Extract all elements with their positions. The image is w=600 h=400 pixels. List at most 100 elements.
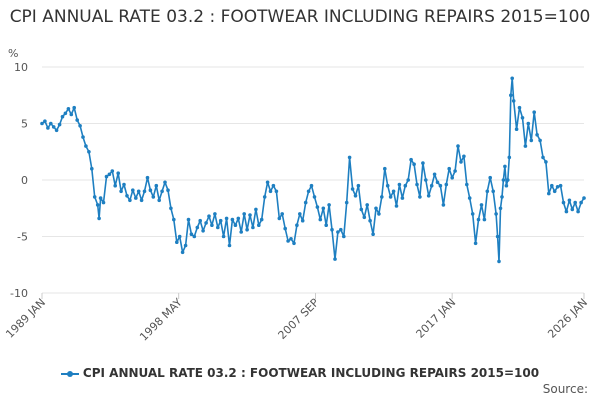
data-point[interactable] [339,227,343,232]
data-point[interactable] [125,194,129,198]
data-point[interactable] [95,203,100,207]
data-point[interactable] [450,175,455,180]
data-point[interactable] [300,218,305,223]
data-point[interactable] [254,207,258,212]
data-point[interactable] [394,204,399,208]
data-point[interactable] [538,138,542,143]
data-point[interactable] [476,217,481,222]
data-point[interactable] [506,178,510,182]
data-point[interactable] [467,196,472,200]
data-point[interactable] [324,223,329,227]
data-point[interactable] [43,119,47,123]
data-point[interactable] [283,226,288,231]
data-point[interactable] [207,214,211,218]
data-point[interactable] [227,243,232,248]
data-point[interactable] [110,169,115,173]
data-point[interactable] [177,234,182,239]
data-point[interactable] [78,124,82,128]
data-point[interactable] [365,203,370,207]
data-point[interactable] [54,128,59,133]
data-point[interactable] [280,212,285,216]
data-point[interactable] [470,212,475,216]
data-point[interactable] [362,215,367,220]
data-point[interactable] [166,188,170,192]
data-point[interactable] [160,189,164,194]
data-point[interactable] [485,189,490,194]
data-point[interactable] [75,118,79,122]
chart-legend[interactable]: CPI ANNUAL RATE 03.2 : FOOTWEAR INCLUDIN… [0,366,600,380]
data-point[interactable] [368,218,372,223]
data-point[interactable] [274,189,279,194]
data-point[interactable] [136,189,141,194]
data-point[interactable] [218,218,223,223]
data-point[interactable] [488,175,493,180]
data-point[interactable] [510,76,514,81]
data-point[interactable] [265,180,270,185]
data-point[interactable] [119,189,123,194]
data-point[interactable] [330,227,334,232]
data-point[interactable] [561,200,566,205]
data-point[interactable] [523,144,528,148]
data-point[interactable] [192,234,197,239]
data-point[interactable] [277,216,282,221]
data-point[interactable] [321,206,326,211]
data-point[interactable] [315,205,320,209]
data-point[interactable] [84,144,88,148]
data-point[interactable] [432,172,437,177]
data-point[interactable] [262,195,267,199]
data-point[interactable] [201,229,205,233]
data-point[interactable] [435,180,440,185]
data-point[interactable] [462,154,466,159]
data-point[interactable] [318,217,323,222]
data-point[interactable] [90,166,94,171]
data-point[interactable] [511,99,516,103]
data-point[interactable] [494,212,498,216]
data-point[interactable] [131,188,135,192]
data-point[interactable] [239,230,243,234]
data-point[interactable] [257,223,261,227]
data-point[interactable] [172,217,176,222]
data-point[interactable] [295,223,299,227]
data-point[interactable] [259,217,264,222]
data-point[interactable] [347,155,352,160]
data-point[interactable] [356,183,361,188]
data-point[interactable] [40,121,44,126]
data-point[interactable] [550,183,554,188]
data-point[interactable] [139,198,144,203]
data-point[interactable] [216,225,220,230]
data-point[interactable] [504,183,509,188]
data-point[interactable] [491,189,496,194]
data-point[interactable] [268,189,273,194]
data-point[interactable] [221,234,226,239]
data-point[interactable] [142,189,147,194]
data-point[interactable] [107,172,112,177]
data-point[interactable] [101,200,106,205]
data-point[interactable] [92,195,97,199]
data-point[interactable] [567,198,572,203]
data-point[interactable] [426,194,431,198]
data-point[interactable] [344,200,349,205]
data-point[interactable] [479,203,484,207]
data-point[interactable] [412,162,416,166]
data-point[interactable] [104,174,109,179]
data-point[interactable] [482,217,487,222]
data-point[interactable] [46,126,50,130]
data-point[interactable] [210,223,214,227]
data-point[interactable] [213,212,217,216]
data-point[interactable] [183,243,188,248]
data-point[interactable] [415,182,419,187]
data-point[interactable] [573,200,577,205]
data-point[interactable] [69,112,74,117]
data-point[interactable] [350,187,355,191]
data-point[interactable] [421,161,425,165]
data-point[interactable] [309,183,314,188]
data-point[interactable] [374,206,378,211]
data-point[interactable] [180,250,185,255]
data-point[interactable] [169,206,173,211]
data-point[interactable] [409,157,413,162]
data-point[interactable] [359,207,364,212]
data-point[interactable] [576,209,580,214]
data-point[interactable] [60,114,65,119]
data-point[interactable] [517,105,522,110]
data-point[interactable] [245,227,249,232]
